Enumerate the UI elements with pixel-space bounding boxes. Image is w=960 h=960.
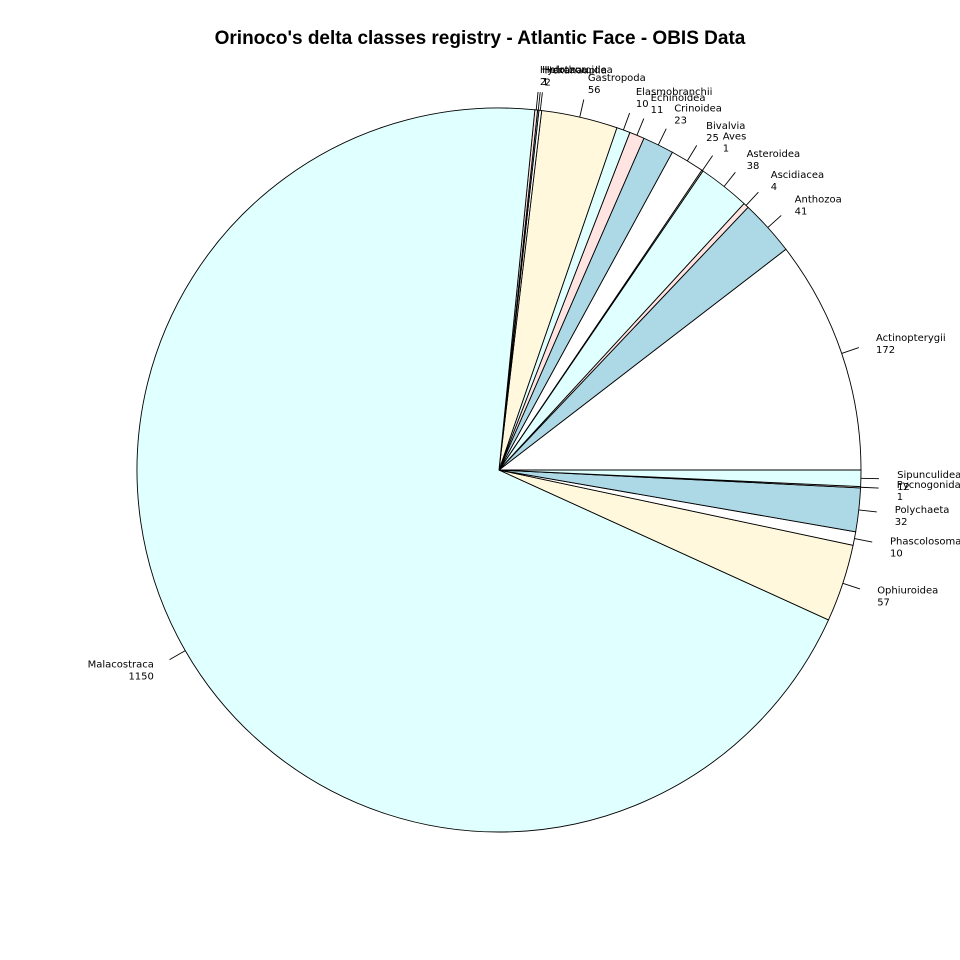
slice-label: Ophiuroidea: [877, 586, 938, 597]
slice-value: 41: [795, 206, 808, 217]
slice-value: 23: [674, 115, 687, 126]
slice-label: Echinoidea: [651, 93, 706, 104]
slice-label: Crinoidea: [674, 103, 722, 114]
slice-value: 11: [651, 105, 664, 116]
label-tick: [657, 128, 667, 146]
label-tick: [842, 582, 861, 590]
pie-slices: [136, 107, 862, 833]
slice-value: 12: [897, 482, 910, 493]
label-tick: [723, 172, 736, 187]
slice-label: Actinopterygii: [876, 333, 946, 344]
slice-label: Pycnogonida: [897, 480, 960, 491]
label-tick: [767, 215, 782, 228]
label-tick: [686, 145, 698, 162]
slice-value: 38: [747, 161, 760, 172]
slice-value: 2: [540, 77, 546, 88]
label-tick: [860, 486, 879, 489]
label-tick: [537, 92, 541, 111]
pie-slice-actinopterygii: [497, 248, 862, 471]
slice-label: Hydrozoa: [540, 65, 587, 76]
slice-value: 4: [771, 182, 777, 193]
slice-label: Bivalvia: [706, 121, 745, 132]
slice-label: Polychaeta: [895, 505, 950, 516]
slice-value: 1150: [128, 672, 153, 683]
slice-label: Anthozoa: [795, 194, 842, 205]
slice-label: Gastropoda: [588, 73, 646, 84]
label-tick: [579, 99, 585, 118]
slice-label: Asteroidea: [747, 149, 801, 160]
label-tick: [702, 155, 713, 171]
slice-value: 56: [588, 85, 601, 96]
slice-label: Elasmobranchii: [636, 87, 713, 98]
slice-label: Holothuroidea: [542, 65, 613, 76]
label-tick: [858, 509, 877, 513]
slice-value: 25: [706, 133, 719, 144]
label-tick: [535, 91, 539, 110]
slice-label: Malacostraca: [88, 660, 154, 671]
label-tick: [622, 112, 631, 131]
slice-value: 1: [723, 144, 729, 155]
label-tick: [169, 650, 186, 661]
slice-value: 57: [877, 598, 890, 609]
pie-slice-sipunculidea: [498, 469, 862, 488]
slice-value: 32: [895, 517, 908, 528]
slice-value: 10: [890, 548, 903, 559]
slice-label: Sipunculidea: [897, 470, 960, 481]
slice-value: 1: [897, 492, 903, 503]
slice-label: Aves: [723, 132, 747, 143]
label-tick: [636, 118, 645, 136]
chart-title: Orinoco's delta classes registry - Atlan…: [214, 28, 746, 49]
slice-label: Phascolosomatidea: [890, 536, 960, 547]
pie-slice-malacostraca: [136, 107, 830, 833]
label-tick: [539, 92, 543, 111]
label-tick: [745, 191, 759, 206]
label-tick: [841, 347, 859, 354]
slice-label: Ascidiacea: [771, 170, 824, 181]
slice-value: 1: [542, 77, 548, 88]
label-tick: [854, 538, 873, 543]
slice-value: 2: [544, 77, 550, 88]
slice-value: 172: [876, 345, 895, 356]
slice-value: 10: [636, 99, 649, 110]
slice-label: Hexanauplia: [544, 65, 606, 76]
